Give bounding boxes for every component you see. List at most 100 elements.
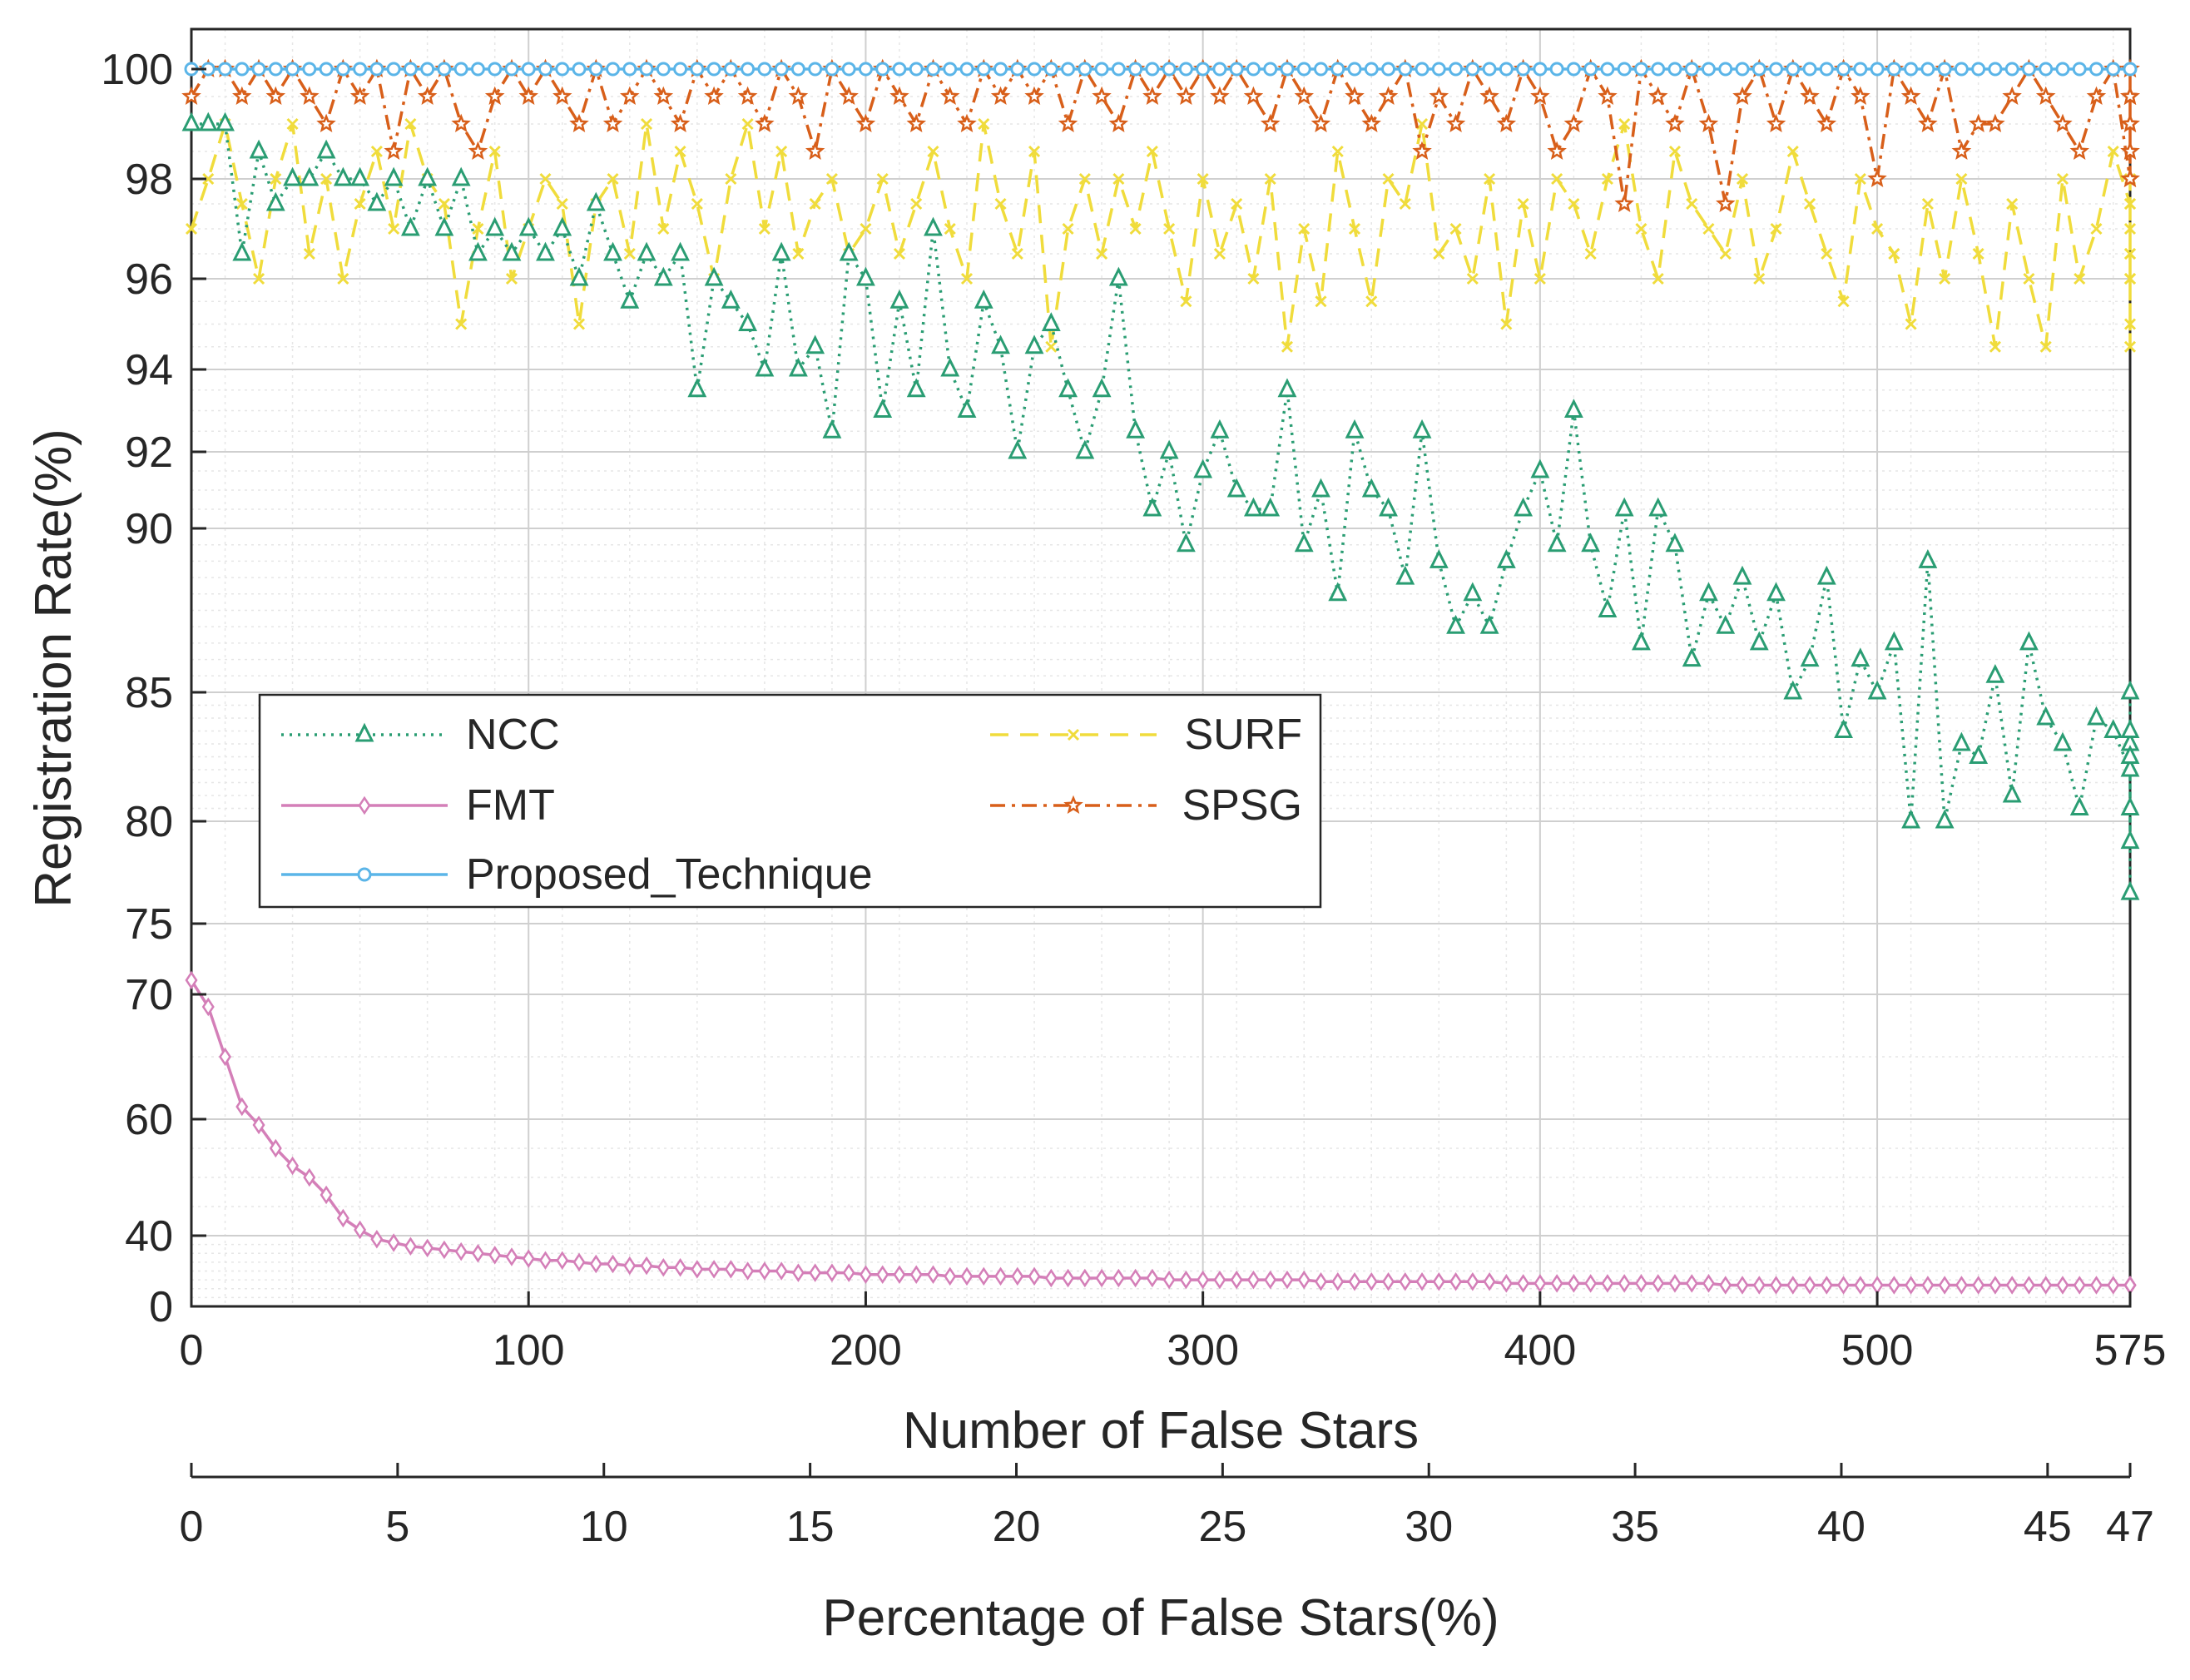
data-point-surf xyxy=(1584,247,1597,260)
x-axis-title: Number of False Stars xyxy=(903,1402,1419,1459)
data-point-surf xyxy=(2090,222,2103,235)
data-point-fmt xyxy=(185,970,198,990)
x-tick-label: 300 xyxy=(1167,1326,1239,1375)
data-point-proposed-technique xyxy=(470,62,485,77)
y-tick-label: 100 xyxy=(101,46,173,94)
data-point-surf xyxy=(505,272,518,285)
data-point-fmt xyxy=(876,1265,889,1285)
data-point-proposed-technique xyxy=(1212,62,1227,77)
data-point-surf xyxy=(1231,197,1243,211)
data-point-fmt xyxy=(522,1249,535,1268)
data-point-spsg xyxy=(839,86,859,105)
data-point-fmt xyxy=(2005,1276,2019,1295)
data-point-spsg xyxy=(1311,113,1331,132)
data-point-proposed-technique xyxy=(909,62,924,77)
data-point-proposed-technique xyxy=(420,62,435,77)
data-point-proposed-technique xyxy=(1465,62,1480,77)
data-point-ncc xyxy=(2120,830,2140,850)
data-point-fmt xyxy=(926,1265,939,1285)
data-point-surf xyxy=(1011,247,1023,260)
data-point-surf xyxy=(1753,272,1766,285)
legend-label-fmt: FMT xyxy=(466,781,555,830)
data-point-ncc xyxy=(755,357,775,377)
data-point-proposed-technique xyxy=(1061,62,1076,77)
data-point-fmt xyxy=(1905,1276,1918,1295)
data-point-surf xyxy=(370,145,383,158)
data-point-fmt xyxy=(201,997,215,1017)
data-point-surf xyxy=(1028,145,1041,158)
data-point-fmt xyxy=(438,1240,451,1260)
data-point-ncc xyxy=(1800,647,1820,667)
data-point-spsg xyxy=(1766,113,1786,132)
data-point-ncc xyxy=(2053,731,2073,751)
data-point-surf xyxy=(1871,222,1884,235)
x2-tick-label: 0 xyxy=(180,1503,204,1551)
data-point-fmt xyxy=(1921,1276,1935,1295)
data-point-proposed-technique xyxy=(588,62,603,77)
data-point-fmt xyxy=(1331,1271,1345,1291)
data-point-spsg xyxy=(602,113,623,132)
data-point-surf xyxy=(1146,145,1158,158)
data-point-spsg xyxy=(1800,86,1820,105)
data-point-ncc xyxy=(384,166,404,186)
data-point-proposed-technique xyxy=(1010,62,1025,77)
data-point-spsg xyxy=(1732,86,1752,105)
data-point-proposed-technique xyxy=(706,62,721,77)
data-point-proposed-technique xyxy=(1769,62,1784,77)
legend-marker-fmt xyxy=(358,795,371,815)
data-point-proposed-technique xyxy=(1566,62,1581,77)
x-tick-label: 0 xyxy=(180,1326,204,1375)
data-point-surf xyxy=(1921,197,1934,211)
data-point-fmt xyxy=(1517,1274,1530,1293)
data-point-proposed-technique xyxy=(2021,62,2036,77)
data-point-fmt xyxy=(556,1251,569,1271)
data-point-ncc xyxy=(1598,598,1618,617)
data-point-surf xyxy=(1315,295,1327,308)
legend-item-fmt: FMT xyxy=(281,781,555,830)
data-point-fmt xyxy=(404,1236,417,1256)
data-point-ncc xyxy=(1969,745,1989,764)
data-point-spsg xyxy=(1867,168,1887,187)
data-point-fmt xyxy=(1095,1268,1108,1288)
data-point-surf xyxy=(303,247,315,260)
data-point-proposed-technique xyxy=(1853,62,1868,77)
data-point-spsg xyxy=(2120,141,2140,160)
data-point-fmt xyxy=(1129,1268,1142,1288)
data-point-proposed-technique xyxy=(2039,62,2054,77)
data-point-surf xyxy=(1736,172,1749,186)
data-point-ncc xyxy=(400,216,420,236)
data-point-surf xyxy=(202,172,215,186)
data-point-fmt xyxy=(1634,1274,1647,1293)
data-point-ncc xyxy=(1226,478,1246,498)
data-point-fmt xyxy=(1837,1276,1851,1295)
data-point-proposed-technique xyxy=(1078,62,1093,77)
data-point-ncc xyxy=(333,166,353,186)
data-point-surf xyxy=(337,272,349,285)
data-point-ncc xyxy=(1193,458,1213,478)
data-point-fmt xyxy=(1601,1274,1614,1293)
data-point-fmt xyxy=(1146,1268,1159,1288)
data-point-ncc xyxy=(991,335,1010,354)
data-point-surf xyxy=(1770,222,1782,235)
data-point-ncc xyxy=(1766,582,1786,602)
data-point-surf xyxy=(2056,172,2069,186)
data-point-ncc xyxy=(1614,497,1634,517)
data-point-surf xyxy=(2123,272,2137,285)
data-point-spsg xyxy=(417,86,438,105)
data-point-ncc xyxy=(1581,533,1601,553)
data-point-surf xyxy=(1686,197,1698,211)
data-point-ncc xyxy=(485,216,505,236)
legend-marker-ncc xyxy=(354,722,374,742)
data-point-proposed-technique xyxy=(1735,62,1750,77)
data-point-surf xyxy=(674,145,686,158)
data-point-ncc xyxy=(1277,378,1297,398)
data-point-surf xyxy=(388,222,400,235)
data-point-surf xyxy=(725,172,737,186)
data-point-ncc xyxy=(889,289,909,309)
data-point-spsg xyxy=(2120,113,2140,132)
x2-tick-label: 30 xyxy=(1405,1503,1453,1551)
data-point-ncc xyxy=(283,166,302,186)
data-point-proposed-technique xyxy=(1128,62,1143,77)
data-point-fmt xyxy=(1399,1271,1412,1291)
data-point-ncc xyxy=(1563,399,1583,418)
